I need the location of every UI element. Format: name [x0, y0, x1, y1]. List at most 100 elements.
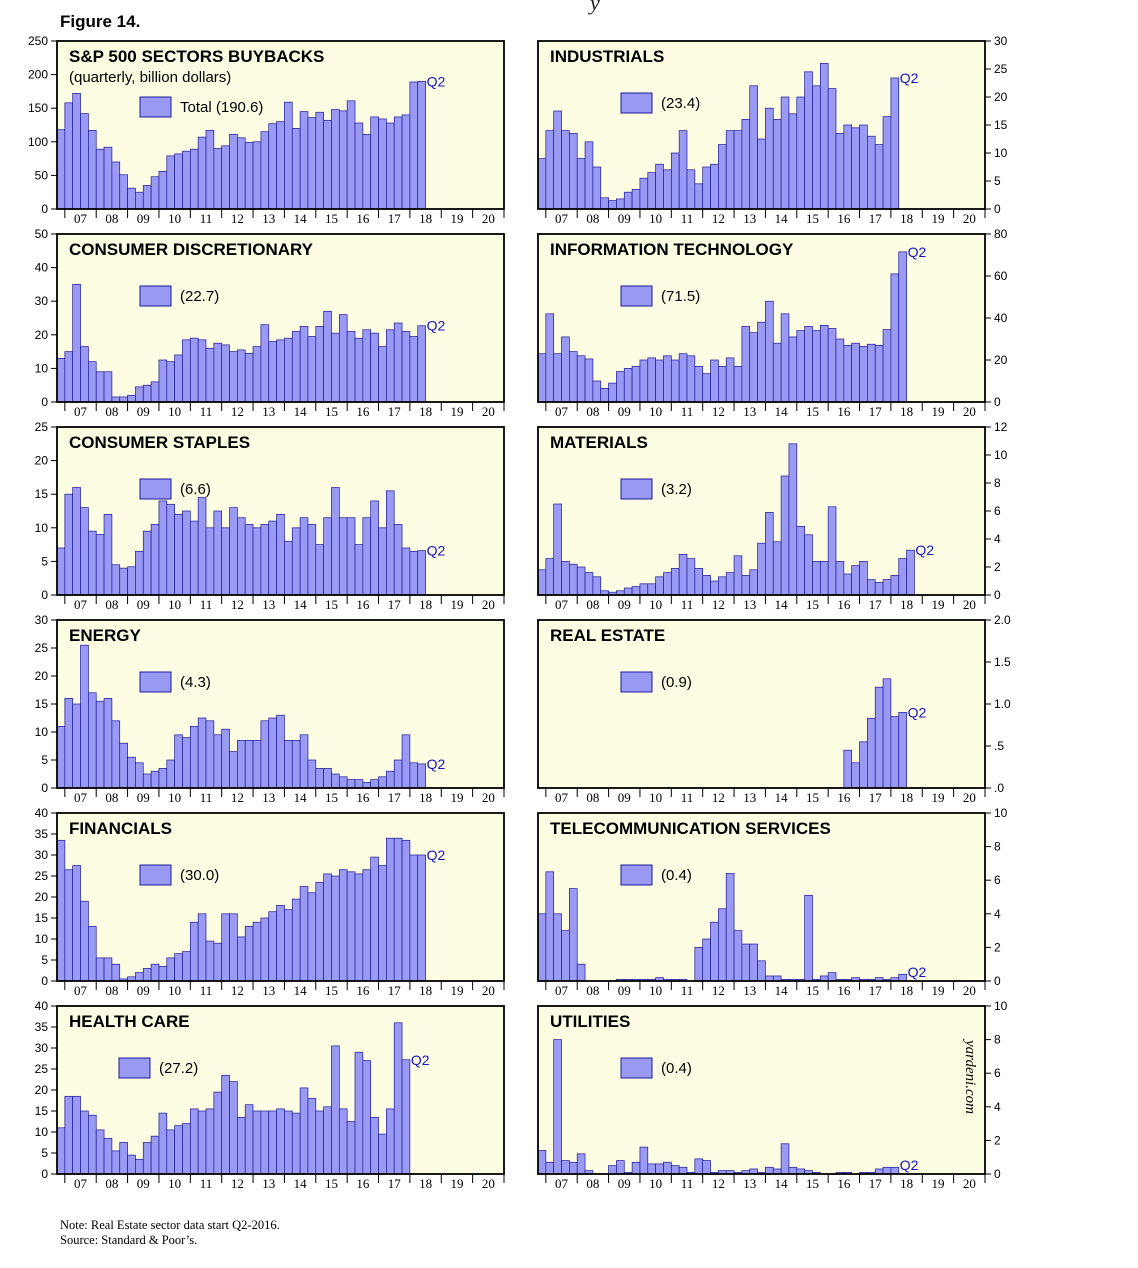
- bar: [639, 583, 649, 596]
- bar: [718, 365, 727, 403]
- x-tick-label: 14: [775, 983, 789, 998]
- bar: [678, 353, 688, 403]
- bar: [788, 443, 798, 596]
- bar: [174, 514, 183, 596]
- bar: [72, 487, 81, 596]
- bar: [623, 368, 633, 403]
- x-tick-label: 11: [200, 790, 213, 805]
- bar: [553, 503, 562, 596]
- bar: [393, 322, 403, 403]
- x-tick-label: 12: [231, 597, 244, 612]
- panel-materials: 0 2 4 6 8 10 12 07 08 09 10 11 12 13 14 15 16 17 18 19 20 MAT…: [537, 420, 1008, 612]
- bar: [576, 1153, 586, 1175]
- x-tick-label: 10: [168, 983, 181, 998]
- panel-title: INFORMATION TECHNOLOGY: [550, 240, 794, 259]
- y-tick-label: 30: [35, 848, 49, 862]
- bar: [710, 921, 719, 982]
- bar: [804, 326, 813, 403]
- x-tick-label: 16: [837, 404, 851, 419]
- panel-subtitle: (quarterly, billion dollars): [69, 69, 231, 86]
- x-tick-label: 19: [450, 983, 463, 998]
- bar: [346, 871, 356, 982]
- bar: [205, 130, 215, 210]
- y-tick-label: 10: [35, 725, 49, 739]
- bar: [135, 550, 144, 596]
- bar: [135, 972, 144, 982]
- bar: [417, 550, 426, 596]
- bar: [393, 524, 403, 596]
- bar: [221, 344, 230, 403]
- bar: [103, 957, 113, 982]
- bar: [119, 174, 128, 210]
- legend-label: (0.4): [661, 1060, 692, 1077]
- bar: [150, 963, 160, 982]
- bar: [663, 355, 672, 403]
- bar: [80, 644, 89, 789]
- y-tick-label: 4: [994, 907, 1001, 921]
- x-tick-label: 20: [963, 597, 976, 612]
- bar: [890, 1166, 900, 1175]
- bar: [401, 114, 411, 210]
- bar: [772, 541, 782, 596]
- bar: [362, 1060, 372, 1175]
- x-tick-label: 16: [837, 1176, 851, 1191]
- end-label-q2: Q2: [908, 704, 927, 720]
- legend-swatch: [620, 285, 653, 307]
- x-tick-label: 15: [325, 211, 338, 226]
- x-tick-label: 19: [450, 404, 463, 419]
- bar: [64, 1095, 74, 1175]
- bar: [229, 507, 238, 596]
- bar: [182, 150, 191, 210]
- y-tick-label: 25: [35, 869, 49, 883]
- bar: [859, 346, 868, 403]
- bar: [733, 130, 743, 210]
- bar: [56, 357, 66, 403]
- bar: [576, 355, 586, 403]
- panel-background: [538, 1006, 985, 1174]
- x-tick-label: 07: [555, 983, 569, 998]
- bar: [655, 359, 664, 403]
- x-tick-label: 15: [325, 790, 338, 805]
- panel-energy: 0 5 10 15 20 25 30 07 08 09 10 11 12 13 14 15 16 17 18 19 20…: [35, 613, 505, 805]
- bar: [315, 326, 324, 403]
- bar: [88, 530, 97, 596]
- bar: [150, 770, 160, 789]
- x-tick-label: 18: [900, 211, 913, 226]
- x-tick-label: 10: [168, 404, 181, 419]
- bar: [370, 116, 379, 210]
- y-tick-label: 150: [28, 101, 48, 115]
- bar: [346, 1121, 356, 1175]
- legend-label: (0.4): [661, 867, 692, 884]
- y-tick-label: 5: [41, 953, 48, 967]
- x-tick-label: 12: [712, 404, 725, 419]
- bar: [882, 579, 892, 596]
- header-fragment: y: [590, 0, 600, 15]
- x-tick-label: 11: [200, 597, 213, 612]
- x-tick-label: 11: [200, 1176, 213, 1191]
- y-tick-label: 10: [994, 999, 1008, 1013]
- x-tick-label: 08: [586, 211, 599, 226]
- bar: [843, 124, 853, 210]
- x-tick-label: 09: [137, 597, 150, 612]
- bar: [655, 163, 664, 210]
- bar: [553, 913, 562, 982]
- x-tick-label: 13: [743, 1176, 756, 1191]
- bar: [315, 1110, 324, 1175]
- x-tick-label: 12: [712, 790, 725, 805]
- x-tick-label: 20: [482, 404, 495, 419]
- bar: [284, 909, 293, 982]
- bar: [158, 500, 168, 596]
- bar: [765, 512, 774, 596]
- bar: [569, 133, 578, 210]
- bar: [158, 1112, 168, 1175]
- bar: [623, 587, 633, 596]
- x-tick-label: 17: [869, 211, 883, 226]
- bar: [331, 1045, 340, 1175]
- bar: [898, 712, 907, 789]
- x-tick-label: 13: [262, 404, 275, 419]
- bar: [537, 913, 547, 982]
- bar: [827, 88, 837, 210]
- bar: [561, 130, 570, 210]
- x-tick-label: 20: [482, 1176, 495, 1191]
- bar: [103, 146, 113, 210]
